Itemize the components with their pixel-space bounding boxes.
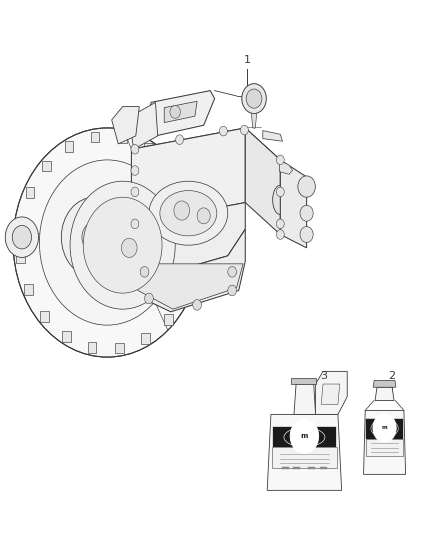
Circle shape bbox=[72, 211, 116, 264]
Circle shape bbox=[170, 106, 180, 118]
Circle shape bbox=[298, 176, 315, 197]
Polygon shape bbox=[141, 333, 150, 344]
Polygon shape bbox=[294, 384, 315, 415]
Polygon shape bbox=[273, 427, 336, 447]
Ellipse shape bbox=[149, 181, 228, 245]
Circle shape bbox=[145, 293, 153, 304]
Circle shape bbox=[300, 205, 313, 221]
Circle shape bbox=[174, 201, 190, 220]
Polygon shape bbox=[62, 332, 71, 342]
Circle shape bbox=[276, 187, 284, 197]
Circle shape bbox=[276, 219, 284, 229]
Polygon shape bbox=[131, 229, 245, 312]
Circle shape bbox=[240, 125, 248, 135]
Circle shape bbox=[242, 84, 266, 114]
Polygon shape bbox=[16, 252, 25, 263]
Polygon shape bbox=[308, 467, 315, 469]
Polygon shape bbox=[88, 342, 96, 353]
Circle shape bbox=[131, 187, 139, 197]
Polygon shape bbox=[280, 160, 307, 248]
Polygon shape bbox=[180, 287, 189, 298]
Polygon shape bbox=[164, 101, 197, 123]
Polygon shape bbox=[319, 467, 326, 469]
Polygon shape bbox=[131, 128, 245, 224]
Polygon shape bbox=[282, 467, 289, 469]
Circle shape bbox=[219, 126, 227, 136]
Polygon shape bbox=[144, 143, 153, 154]
Polygon shape bbox=[129, 102, 158, 149]
Polygon shape bbox=[321, 384, 340, 405]
Polygon shape bbox=[293, 467, 300, 469]
Polygon shape bbox=[112, 107, 139, 144]
Circle shape bbox=[290, 419, 318, 454]
Polygon shape bbox=[25, 187, 34, 198]
Polygon shape bbox=[40, 311, 49, 322]
Polygon shape bbox=[91, 132, 99, 142]
Polygon shape bbox=[245, 128, 280, 235]
Circle shape bbox=[5, 217, 39, 257]
Polygon shape bbox=[267, 415, 342, 490]
Ellipse shape bbox=[371, 419, 398, 438]
Polygon shape bbox=[291, 378, 315, 384]
Text: 2: 2 bbox=[389, 371, 396, 381]
Circle shape bbox=[276, 230, 284, 239]
Circle shape bbox=[276, 155, 284, 165]
Polygon shape bbox=[64, 141, 73, 152]
Polygon shape bbox=[375, 387, 394, 400]
Polygon shape bbox=[42, 160, 51, 171]
Circle shape bbox=[228, 285, 237, 296]
Polygon shape bbox=[118, 132, 127, 143]
Polygon shape bbox=[189, 256, 198, 266]
Circle shape bbox=[176, 135, 184, 144]
Polygon shape bbox=[190, 222, 198, 233]
Ellipse shape bbox=[284, 427, 325, 447]
Circle shape bbox=[131, 219, 139, 229]
Polygon shape bbox=[24, 284, 33, 295]
Circle shape bbox=[246, 89, 262, 108]
Polygon shape bbox=[279, 160, 293, 174]
Text: m: m bbox=[382, 425, 387, 431]
Ellipse shape bbox=[160, 191, 217, 236]
Polygon shape bbox=[263, 131, 283, 141]
Circle shape bbox=[39, 160, 175, 325]
Polygon shape bbox=[364, 410, 406, 474]
Polygon shape bbox=[166, 163, 175, 174]
Polygon shape bbox=[138, 264, 243, 309]
Polygon shape bbox=[17, 219, 25, 229]
Circle shape bbox=[197, 208, 210, 224]
Circle shape bbox=[193, 300, 201, 310]
Polygon shape bbox=[272, 447, 337, 467]
Polygon shape bbox=[149, 91, 215, 136]
Polygon shape bbox=[251, 114, 257, 128]
Circle shape bbox=[373, 414, 396, 442]
Circle shape bbox=[300, 227, 313, 243]
Polygon shape bbox=[373, 381, 396, 387]
Text: 1: 1 bbox=[244, 55, 251, 65]
Circle shape bbox=[70, 181, 175, 309]
Circle shape bbox=[140, 266, 149, 277]
Polygon shape bbox=[182, 190, 191, 201]
Circle shape bbox=[228, 266, 237, 277]
Polygon shape bbox=[131, 128, 280, 181]
Circle shape bbox=[82, 222, 106, 252]
Ellipse shape bbox=[272, 185, 288, 215]
Polygon shape bbox=[164, 314, 173, 325]
Circle shape bbox=[83, 197, 162, 293]
Circle shape bbox=[121, 238, 137, 257]
Circle shape bbox=[131, 166, 139, 175]
Text: m: m bbox=[301, 433, 308, 439]
Circle shape bbox=[131, 144, 139, 154]
Circle shape bbox=[12, 225, 32, 249]
Circle shape bbox=[13, 128, 201, 357]
Polygon shape bbox=[115, 343, 124, 353]
Polygon shape bbox=[131, 203, 245, 277]
Circle shape bbox=[61, 197, 127, 277]
Polygon shape bbox=[366, 439, 403, 456]
Polygon shape bbox=[315, 372, 347, 415]
Text: 3: 3 bbox=[321, 371, 328, 381]
Polygon shape bbox=[366, 419, 403, 439]
